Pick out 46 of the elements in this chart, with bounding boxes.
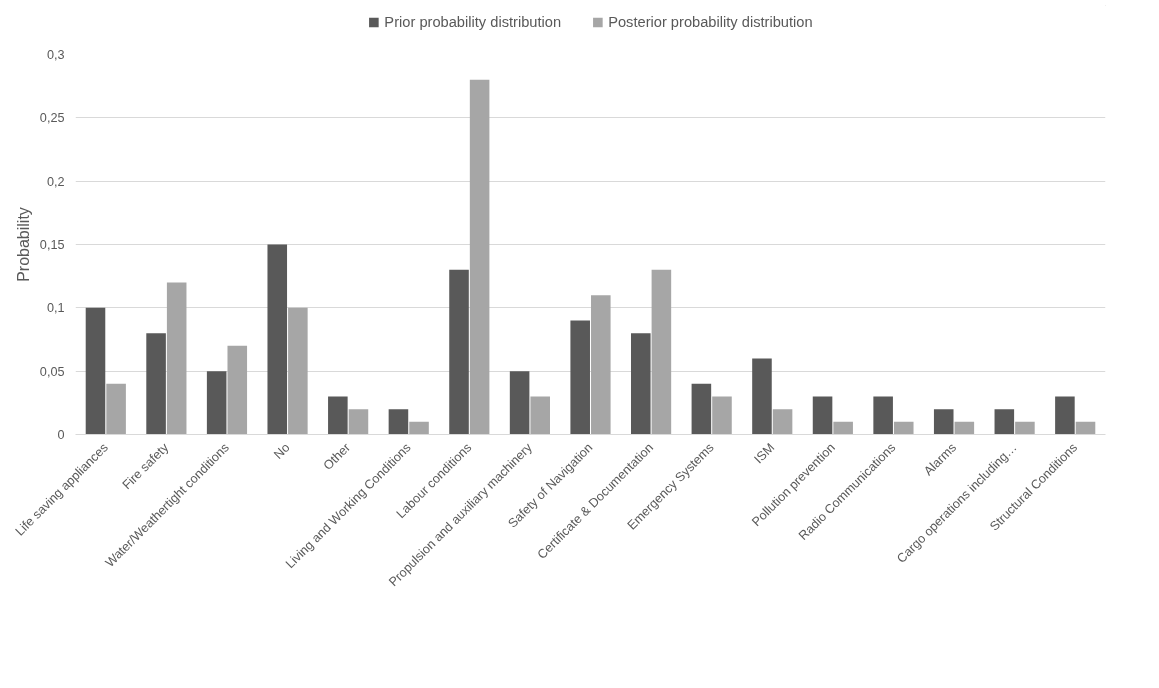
bar bbox=[591, 295, 611, 435]
legend-label: Prior probability distribution bbox=[384, 14, 562, 30]
bar bbox=[106, 383, 126, 435]
y-tick-label: 0,15 bbox=[39, 238, 65, 252]
bar bbox=[328, 396, 348, 435]
bar bbox=[1075, 421, 1096, 435]
bar bbox=[570, 320, 590, 435]
bar bbox=[752, 358, 772, 435]
bar bbox=[267, 244, 288, 435]
bar bbox=[388, 409, 409, 435]
y-tick-label: 0,3 bbox=[46, 48, 65, 62]
bar bbox=[812, 396, 833, 435]
bar bbox=[288, 307, 308, 435]
bar bbox=[146, 333, 166, 435]
bar bbox=[469, 79, 490, 435]
y-tick-label: 0,2 bbox=[46, 174, 65, 189]
bar bbox=[651, 269, 672, 435]
bar bbox=[449, 269, 469, 435]
bar bbox=[409, 421, 429, 435]
y-tick-label: 0,1 bbox=[46, 301, 65, 316]
y-tick-label: 0,05 bbox=[39, 364, 65, 379]
x-tick-label: No bbox=[271, 440, 293, 462]
bar bbox=[206, 371, 227, 435]
bar bbox=[166, 282, 187, 435]
bar bbox=[893, 421, 914, 435]
x-tick-label: ISM bbox=[751, 440, 778, 467]
bar bbox=[994, 409, 1015, 435]
bar bbox=[509, 371, 530, 435]
bar bbox=[1055, 396, 1075, 435]
bar bbox=[227, 345, 248, 435]
bar bbox=[772, 409, 793, 435]
y-tick-label: 0 bbox=[57, 428, 65, 442]
y-axis-title: Probability bbox=[14, 207, 32, 282]
bar bbox=[530, 396, 550, 435]
bar bbox=[691, 383, 712, 435]
y-tick-label: 0,25 bbox=[39, 111, 65, 126]
bar bbox=[348, 409, 369, 435]
bar bbox=[954, 421, 975, 435]
legend-label: Posterior probability distribution bbox=[608, 14, 813, 30]
bar bbox=[85, 307, 106, 435]
bar bbox=[833, 421, 853, 435]
bar bbox=[933, 409, 954, 435]
bar bbox=[1015, 421, 1035, 435]
bar bbox=[631, 333, 651, 435]
bar bbox=[873, 396, 893, 435]
bar bbox=[712, 396, 732, 435]
